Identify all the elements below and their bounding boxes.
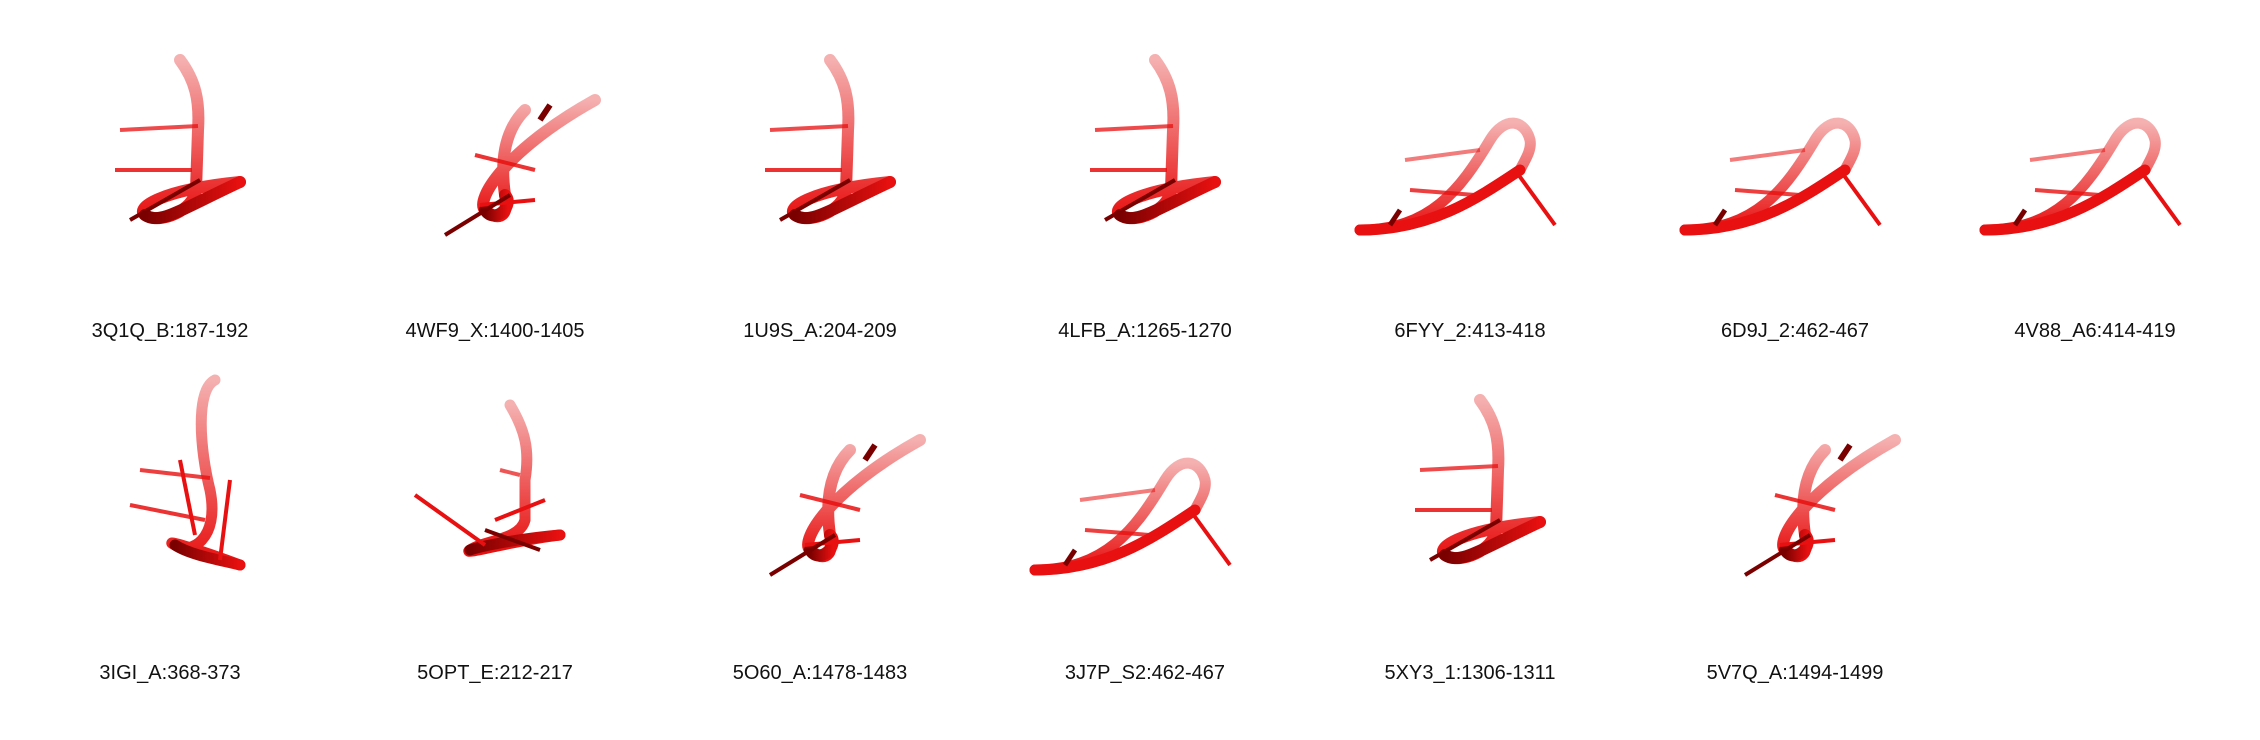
rna-hairpin-3d-render-icon (115, 54, 246, 225)
gallery-item: 1U9S_A:204-209 (660, 20, 980, 342)
structure-label: 3J7P_S2:462-467 (1064, 662, 1226, 684)
gallery-item: 4LFB_A:1265-1270 (985, 20, 1305, 342)
gallery-item: 3IGI_A:368-373 (10, 360, 330, 684)
rna-hairpin-3d-render-icon (1415, 394, 1546, 565)
gallery-item: 4WF9_X:1400-1405 (335, 20, 655, 342)
gallery-item: 6D9J_2:462-467 (1635, 20, 1955, 342)
structure-label: 5XY3_1:1306-1311 (1384, 662, 1556, 684)
structure-label: 3Q1Q_B:187-192 (91, 320, 249, 342)
rna-hairpin-3d-render-icon (768, 434, 926, 577)
structure-label: 4V88_A6:414-419 (2014, 320, 2176, 342)
rna-hairpin-3d-render-icon (1029, 457, 1232, 576)
gallery-item: 3Q1Q_B:187-192 (10, 20, 330, 342)
rna-hairpin-3d-render-icon (443, 94, 601, 237)
gallery-item: 4V88_A6:414-419 (1935, 20, 2255, 342)
structure-label: 6D9J_2:462-467 (1721, 320, 1869, 342)
structure-label: 3IGI_A:368-373 (99, 662, 241, 684)
rna-hairpin-3d-render-icon (1354, 117, 1557, 236)
gallery-item: 6FYY_2:413-418 (1310, 20, 1630, 342)
gallery-item: 3J7P_S2:462-467 (985, 360, 1305, 684)
rna-hairpin-3d-render-icon (1743, 434, 1901, 577)
rna-hairpin-3d-render-icon (1090, 54, 1221, 225)
gallery-item: 5OPT_E:212-217 (335, 360, 655, 684)
gallery-item: 5O60_A:1478-1483 (660, 360, 980, 684)
rna-hairpin-3d-render-icon (765, 54, 896, 225)
rna-hairpin-3d-render-icon (1679, 117, 1882, 236)
rna-hairpin-3d-render-icon (129, 374, 246, 571)
structure-label: 4LFB_A:1265-1270 (1058, 320, 1232, 342)
structure-label: 4WF9_X:1400-1405 (405, 320, 585, 342)
structure-label: 5V7Q_A:1494-1499 (1706, 662, 1884, 684)
structure-label: 5OPT_E:212-217 (417, 662, 573, 684)
gallery-item: 5XY3_1:1306-1311 (1310, 360, 1630, 684)
gallery-item: 5V7Q_A:1494-1499 (1635, 360, 1955, 684)
structure-label: 5O60_A:1478-1483 (732, 662, 908, 684)
structure-label: 1U9S_A:204-209 (743, 320, 897, 342)
rna-hairpin-3d-render-icon (1979, 117, 2182, 236)
rna-hairpin-3d-render-icon (413, 399, 566, 557)
structure-label: 6FYY_2:413-418 (1394, 320, 1546, 342)
